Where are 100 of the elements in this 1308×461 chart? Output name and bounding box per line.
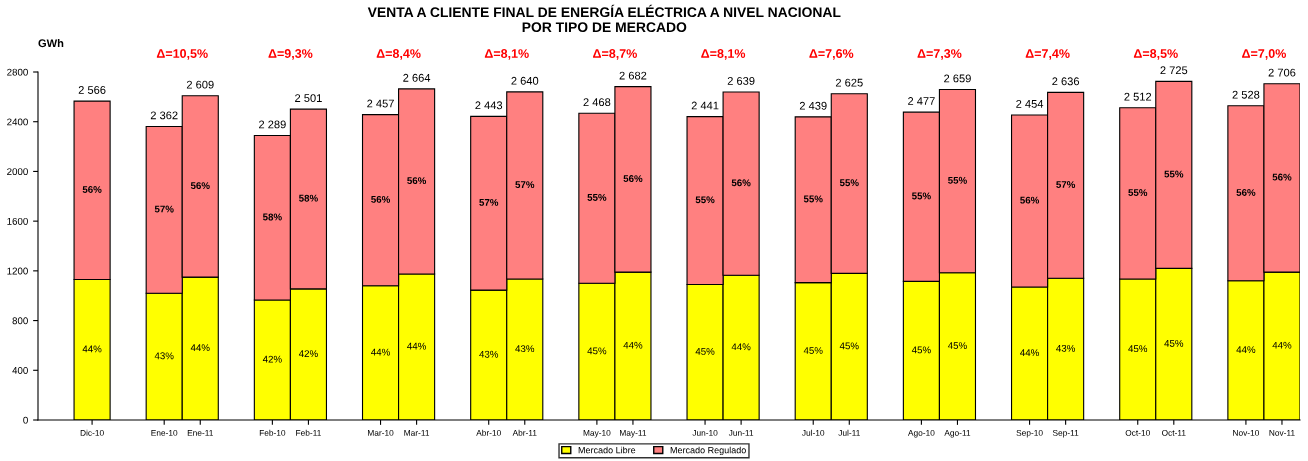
total-label: 2 659 [944,74,971,83]
y-tick-label: 1200 [7,267,28,275]
x-tick-label: Mar-10 [368,429,394,436]
annotation: 55% [1164,170,1184,178]
total-label: 2 566 [78,86,106,94]
x-tick-label: Mar-11 [404,430,430,436]
y-tick-label: 1600 [7,217,28,225]
total-label: 2 454 [1016,99,1044,108]
annotation: 55% [948,176,967,184]
annotation: 44% [731,343,751,351]
annotation: 45% [695,348,715,355]
annotation: 42% [298,350,318,358]
y-tick-label: 2000 [7,168,28,176]
text: Δ=8,1% [701,49,746,60]
x-tick-label: Jul-11 [838,429,860,436]
annotation: 45% [1164,339,1184,347]
annotation: 45% [839,342,859,350]
annotation: 44% [82,345,102,353]
total-label: 2 664 [403,73,431,82]
annotation: 55% [911,192,931,200]
x-tick-label: Ago-11 [944,430,971,438]
text: Δ=8,7% [593,49,637,60]
total-label: 2 289 [259,120,286,129]
x-tick-label: Nov-11 [1269,430,1295,436]
annotation: 44% [1236,346,1256,353]
text: Δ=10,5% [156,49,208,60]
annotation: 44% [371,348,390,356]
total-label: 2 443 [475,101,503,110]
annotation: 56% [1272,173,1292,181]
y-tick-label: 0 [23,416,28,424]
annotation: 56% [1236,189,1256,196]
annotation: 43% [1056,344,1076,352]
annotation: 56% [623,175,643,182]
total-label: 2 528 [1232,90,1260,99]
annotation: 55% [695,196,715,204]
annotation: 45% [803,347,823,354]
annotation: 43% [154,352,174,360]
x-tick-label: Ene-11 [187,430,213,436]
annotation: 56% [1020,196,1040,204]
annotation: 56% [371,195,391,203]
y-tick-label: 400 [12,367,28,374]
y-tick-label: 2800 [7,68,28,76]
annotation: 45% [1128,345,1148,353]
annotation: 55% [1128,189,1148,196]
total-label: 2 457 [367,99,394,108]
annotation: 42% [262,355,282,363]
text: Δ=8,4% [376,49,421,60]
text: Δ=9,3% [268,49,313,60]
annotation: 58% [299,194,318,202]
total-label: 2 625 [835,78,863,87]
annotation: 56% [731,179,751,187]
annotation: 57% [154,205,174,213]
annotation: 44% [407,342,426,350]
total-label: 2 725 [1160,66,1188,75]
annotation: 56% [190,182,210,190]
x-tick-label: Jun-10 [692,429,718,436]
total-label: 2 441 [691,101,719,110]
annotation: 55% [803,195,823,203]
annotation: 43% [479,350,499,358]
x-tick-label: Jul-10 [802,429,825,436]
y-axis-title: GWh [38,38,64,48]
legend-label: Mercado Libre [578,446,636,454]
annotation: 57% [1056,181,1076,188]
annotation: 45% [587,347,607,355]
annotation: 44% [190,344,210,352]
total-label: 2 639 [727,76,755,85]
annotation: 44% [623,341,643,349]
x-tick-label: Abr-10 [476,429,501,436]
x-tick-label: Feb-10 [259,429,286,436]
total-label: 2 362 [150,111,178,120]
x-tick-label: Oct-11 [1162,429,1186,436]
annotation: 55% [839,179,859,187]
total-label: 2 501 [295,94,322,102]
total-label: 2 468 [583,98,611,107]
y-tick-label: 800 [12,317,28,325]
x-tick-label: Sep-10 [1016,429,1043,438]
annotation: 57% [479,199,499,206]
annotation: 44% [1020,349,1039,357]
annotation: 56% [407,177,427,185]
x-tick-label: Feb-11 [296,429,321,436]
annotation: 44% [1272,341,1292,349]
text: Δ=7,3% [917,49,962,60]
x-tick-label: Oct-10 [1125,429,1150,436]
annotation: 55% [587,194,607,201]
text: Δ=7,0% [1242,49,1286,60]
total-label: 2 682 [619,71,647,80]
text: Δ=8,1% [484,49,529,60]
legend-label: Mercado Regulado [670,446,746,456]
text: Δ=7,4% [1025,49,1070,60]
text: Δ=8,5% [1133,49,1178,60]
x-tick-label: Ago-10 [907,429,935,438]
x-tick-label: Sep-11 [1052,429,1079,438]
x-tick-label: Abr-11 [512,429,537,436]
total-label: 2 706 [1268,68,1296,77]
total-label: 2 512 [1124,92,1152,101]
annotation: 43% [515,345,535,353]
total-label: 2 640 [511,76,539,85]
total-label: 2 477 [908,97,935,105]
x-tick-label: Nov-10 [1233,429,1260,436]
annotation: 56% [82,186,102,193]
